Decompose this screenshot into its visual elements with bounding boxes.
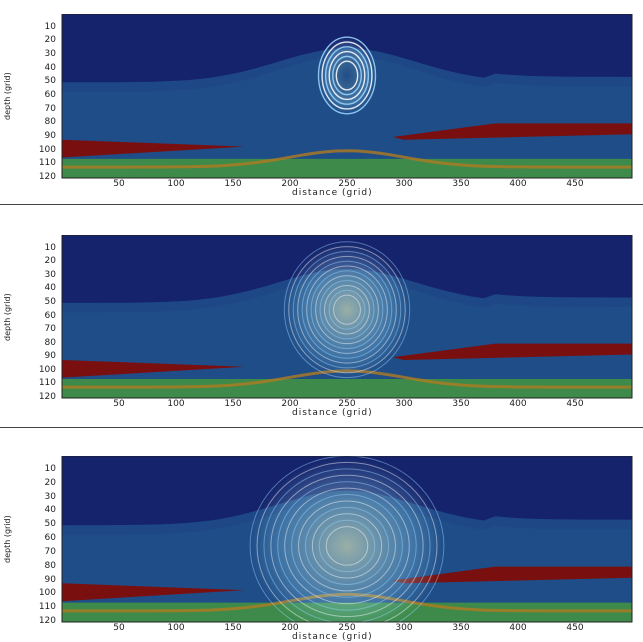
x-tick-label: 450 — [566, 623, 584, 633]
y-tick-label: 80 — [44, 337, 56, 348]
panel-divider — [0, 427, 643, 428]
x-tick-label: 300 — [395, 399, 413, 409]
y-tick-label: 40 — [44, 505, 56, 516]
x-tick-label: 250 — [338, 623, 356, 633]
x-axis-label: distance (grid) — [292, 632, 373, 642]
x-tick-label: 250 — [338, 399, 356, 409]
y-axis-label: depth (grid) — [3, 72, 12, 120]
x-tick-label: 300 — [395, 179, 413, 189]
x-tick-label: 150 — [224, 623, 242, 633]
y-tick-label: 70 — [44, 546, 56, 557]
seismic-panel-2 — [61, 235, 633, 399]
x-tick-label: 400 — [509, 179, 527, 189]
y-tick-label: 110 — [38, 602, 56, 613]
y-tick-label: 110 — [38, 158, 56, 169]
y-tick-label: 30 — [44, 269, 56, 280]
x-tick-label: 450 — [566, 399, 584, 409]
y-tick-label: 100 — [38, 144, 56, 155]
y-tick-label: 80 — [44, 560, 56, 571]
seismic-panel-3 — [61, 456, 633, 623]
y-tick-label: 40 — [44, 283, 56, 294]
seismic-panel-1 — [61, 14, 633, 179]
y-tick-label: 50 — [44, 519, 56, 530]
y-tick-label: 30 — [44, 49, 56, 59]
y-axis-label: depth (grid) — [3, 292, 12, 341]
y-tick-label: 90 — [44, 574, 56, 585]
x-tick-label: 100 — [167, 623, 185, 633]
x-tick-label: 50 — [113, 179, 125, 189]
y-tick-label: 60 — [44, 533, 56, 543]
x-tick-label: 100 — [167, 179, 185, 189]
x-tick-label: 400 — [509, 623, 527, 633]
x-tick-label: 200 — [281, 623, 299, 633]
panel-divider — [0, 204, 643, 205]
y-tick-label: 100 — [38, 588, 56, 599]
y-axis-label: depth (grid) — [3, 515, 12, 563]
y-tick-label: 20 — [44, 35, 56, 46]
y-tick-label: 100 — [38, 364, 56, 375]
x-tick-label: 100 — [167, 399, 185, 409]
y-tick-label: 70 — [44, 103, 56, 114]
y-tick-label: 80 — [44, 117, 56, 128]
x-tick-label: 50 — [113, 399, 125, 409]
y-tick-label: 10 — [44, 21, 56, 32]
x-tick-label: 450 — [566, 179, 584, 189]
y-tick-label: 50 — [44, 76, 56, 87]
y-tick-label: 120 — [38, 616, 56, 626]
y-tick-label: 10 — [44, 463, 56, 474]
y-tick-label: 70 — [44, 324, 56, 335]
y-tick-label: 20 — [44, 477, 56, 488]
x-tick-label: 350 — [452, 623, 470, 633]
y-tick-label: 120 — [38, 172, 56, 182]
y-tick-label: 90 — [44, 351, 56, 362]
x-axis-label: distance (grid) — [292, 188, 373, 198]
x-tick-label: 350 — [452, 179, 470, 189]
x-tick-label: 350 — [452, 399, 470, 409]
y-tick-label: 50 — [44, 296, 56, 307]
x-tick-label: 300 — [395, 623, 413, 633]
x-tick-label: 150 — [224, 179, 242, 189]
y-tick-label: 90 — [44, 131, 56, 141]
y-tick-label: 40 — [44, 62, 56, 73]
y-tick-label: 30 — [44, 491, 56, 502]
y-tick-label: 60 — [44, 310, 56, 321]
y-tick-label: 120 — [38, 392, 56, 402]
x-tick-label: 200 — [281, 399, 299, 409]
y-tick-label: 10 — [44, 242, 56, 253]
x-tick-label: 250 — [338, 179, 356, 189]
x-tick-label: 50 — [113, 623, 125, 633]
y-tick-label: 110 — [38, 378, 56, 389]
y-tick-label: 60 — [44, 90, 56, 100]
y-tick-label: 20 — [44, 256, 56, 267]
x-tick-label: 200 — [281, 179, 299, 189]
x-tick-label: 150 — [224, 399, 242, 409]
x-tick-label: 400 — [509, 399, 527, 409]
x-axis-label: distance (grid) — [292, 408, 373, 418]
